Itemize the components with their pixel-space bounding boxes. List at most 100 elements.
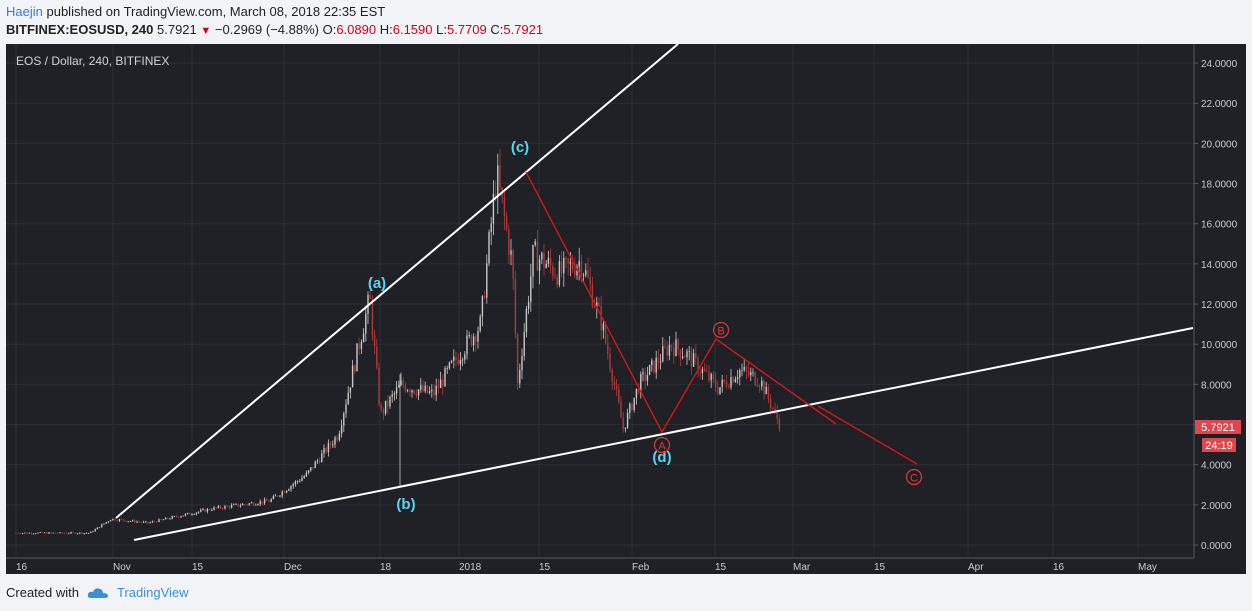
candle-body — [547, 257, 550, 264]
chart-panel[interactable]: (a) (b) (c) (d) A B C EOS / Dollar, 240,… — [6, 43, 1246, 574]
candle-body — [681, 356, 684, 359]
candle-body — [734, 379, 737, 383]
price-chart[interactable]: (a) (b) (c) (d) A B C EOS / Dollar, 240,… — [6, 43, 1246, 574]
candle-body — [193, 514, 195, 515]
candle-body — [571, 261, 574, 270]
candle-body — [741, 370, 743, 371]
candle-body — [35, 533, 37, 535]
candle-body — [675, 339, 677, 356]
candle-body — [651, 360, 653, 365]
candle-body — [488, 232, 490, 264]
candle-body — [362, 333, 365, 343]
candle-body — [565, 257, 567, 259]
candle-body — [365, 313, 367, 334]
candle-body — [747, 371, 750, 376]
candle-body — [582, 274, 585, 276]
candle-body — [589, 277, 591, 285]
candle-body — [316, 460, 319, 462]
candle-body — [305, 472, 308, 477]
lower-trendline[interactable] — [133, 327, 1194, 541]
candle-body — [578, 260, 580, 267]
abc-wave-lines[interactable] — [525, 171, 837, 434]
y-tick-label: 22.0000 — [1201, 99, 1238, 110]
candle-body — [178, 516, 180, 518]
candle-body — [736, 377, 739, 380]
candle-body — [728, 386, 730, 388]
candle-body — [433, 389, 435, 396]
candle-body — [534, 241, 536, 246]
footer: Created with TradingView — [6, 585, 189, 600]
candle-body — [54, 532, 57, 534]
candle-body — [521, 355, 523, 370]
candle-body — [609, 353, 611, 370]
candle-body — [629, 403, 631, 413]
author-link[interactable]: Haejin — [6, 4, 43, 19]
candle-body — [213, 507, 215, 511]
candle-body — [140, 522, 143, 523]
candle-body — [455, 356, 457, 361]
price-change: −0.2969 (−4.88%) — [214, 22, 319, 37]
candle-body — [120, 519, 123, 521]
candles — [15, 149, 781, 535]
candle-body — [684, 356, 686, 358]
y-tick-label: 10.0000 — [1201, 340, 1238, 351]
chart-title: EOS / Dollar, 240, BITFINEX — [16, 54, 169, 68]
candle-body — [131, 520, 134, 522]
y-tick-label: 14.0000 — [1201, 260, 1238, 271]
candle-body — [697, 357, 699, 373]
candle-body — [475, 336, 477, 342]
candle-body — [435, 385, 437, 396]
candle-body — [692, 353, 695, 367]
price-axis[interactable] — [1194, 44, 1246, 558]
candle-body — [426, 385, 429, 393]
upper-trendline[interactable] — [115, 43, 679, 519]
candle-body — [206, 508, 209, 512]
candle-body — [314, 461, 316, 469]
time-axis[interactable] — [6, 558, 1194, 574]
candle-body — [142, 521, 145, 523]
candle-body — [459, 360, 462, 364]
ohlc-line: BITFINEX:EOSUSD, 240 5.7921 ▼ −0.2969 (−… — [6, 22, 543, 37]
candle-body — [118, 519, 121, 521]
candle-body — [778, 418, 781, 430]
candle-body — [479, 316, 481, 331]
low-value: 5.7709 — [446, 22, 487, 37]
candle-body — [129, 521, 132, 522]
candle-body — [774, 408, 776, 411]
candle-body — [46, 532, 48, 534]
candle-body — [167, 517, 169, 519]
candle-body — [508, 229, 510, 255]
projection-line[interactable] — [817, 405, 918, 465]
candle-body — [587, 270, 589, 278]
candle-body — [52, 532, 55, 534]
candle-body — [409, 390, 411, 393]
candle-body — [68, 533, 70, 535]
candle-body — [679, 349, 682, 359]
candle-body — [182, 515, 184, 517]
candle-body — [39, 532, 41, 533]
candle-body — [345, 404, 347, 414]
candle-body — [219, 506, 222, 509]
candle-body — [79, 532, 81, 534]
candle-body — [290, 486, 292, 490]
candle-body — [413, 390, 415, 394]
candle-body — [769, 398, 772, 408]
candle-body — [481, 296, 484, 317]
candle-body — [712, 374, 715, 379]
low-label: L: — [436, 22, 447, 37]
candle-body — [530, 276, 532, 302]
wave-label-a: (a) — [368, 275, 386, 292]
candle-body — [303, 476, 305, 479]
candle-body — [371, 298, 374, 336]
candle-body — [754, 372, 756, 385]
svg-text:24:19: 24:19 — [1205, 440, 1233, 452]
candle-body — [279, 495, 281, 497]
candle-body — [391, 394, 393, 397]
candle-body — [156, 521, 158, 523]
candle-body — [72, 532, 74, 533]
y-tick-label: 4.0000 — [1201, 461, 1232, 472]
candle-body — [351, 365, 354, 388]
tradingview-link[interactable]: TradingView — [116, 585, 189, 600]
candle-body — [41, 532, 44, 533]
last-price-badge: 5.7921 — [1195, 420, 1241, 434]
